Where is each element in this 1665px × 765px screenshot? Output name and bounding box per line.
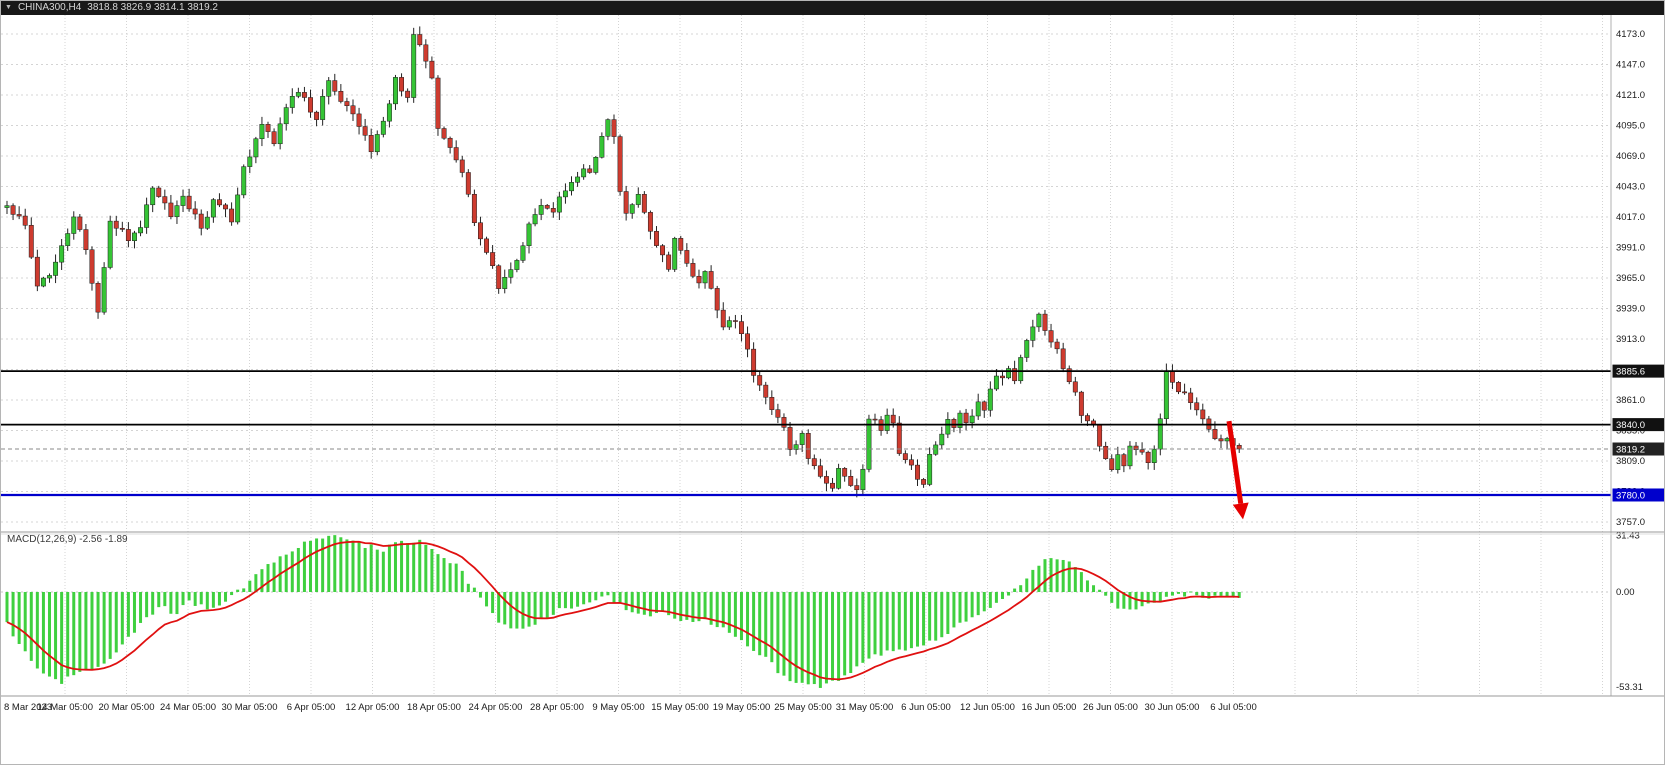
svg-text:4043.0: 4043.0: [1616, 181, 1645, 192]
svg-text:24 Apr 05:00: 24 Apr 05:00: [469, 702, 523, 713]
svg-text:9 May 05:00: 9 May 05:00: [592, 702, 644, 713]
ohlc-quote: 3818.8 3826.9 3814.1 3819.2: [87, 2, 218, 13]
svg-text:24 Mar 05:00: 24 Mar 05:00: [160, 702, 216, 713]
svg-text:3861.0: 3861.0: [1616, 395, 1645, 406]
svg-text:4017.0: 4017.0: [1616, 212, 1645, 223]
svg-text:30 Mar 05:00: 30 Mar 05:00: [222, 702, 278, 713]
svg-text:6 Jul 05:00: 6 Jul 05:00: [1210, 702, 1256, 713]
chart-header: ▼ CHINA300,H4 3818.8 3826.9 3814.1 3819.…: [1, 1, 1664, 15]
svg-text:3965.0: 3965.0: [1616, 273, 1645, 284]
svg-text:12 Jun 05:00: 12 Jun 05:00: [960, 702, 1015, 713]
macd-signal-line: [6, 540, 1240, 681]
levels-layer: [1, 370, 1611, 497]
price-badges: 3885.6 3840.0 3819.2 3780.0: [1612, 364, 1664, 502]
svg-text:3913.0: 3913.0: [1616, 334, 1645, 345]
svg-text:28 Apr 05:00: 28 Apr 05:00: [530, 702, 584, 713]
grid-layer: [1, 15, 1611, 696]
svg-text:15 May 05:00: 15 May 05:00: [651, 702, 709, 713]
svg-text:3809.0: 3809.0: [1616, 456, 1645, 467]
candlestick-chart[interactable]: 4173.0 4147.0 4121.0 4095.0 4069.0 4043.0 4017…: [1, 15, 1665, 765]
svg-text:3840.0: 3840.0: [1616, 420, 1645, 431]
svg-text:16 Jun 05:00: 16 Jun 05:00: [1022, 702, 1077, 713]
macd-panel: 31.43 0.00 -53.31: [5, 531, 1643, 693]
price-badge-3819.2: [1612, 442, 1664, 456]
svg-text:4095.0: 4095.0: [1616, 120, 1645, 131]
svg-text:25 May 05:00: 25 May 05:00: [774, 702, 832, 713]
svg-text:4173.0: 4173.0: [1616, 29, 1645, 40]
svg-text:3939.0: 3939.0: [1616, 303, 1645, 314]
svg-text:31 May 05:00: 31 May 05:00: [836, 702, 894, 713]
svg-text:6 Jun 05:00: 6 Jun 05:00: [901, 702, 951, 713]
symbol-timeframe-label: CHINA300,H4: [17, 2, 82, 13]
svg-text:4069.0: 4069.0: [1616, 151, 1645, 162]
svg-text:6 Apr 05:00: 6 Apr 05:00: [287, 702, 336, 713]
down-arrow-annotation[interactable]: [1226, 420, 1249, 520]
price-badge-3885.6: [1612, 364, 1664, 378]
svg-text:3757.0: 3757.0: [1616, 517, 1645, 528]
svg-text:3819.2: 3819.2: [1616, 445, 1645, 456]
svg-text:3885.6: 3885.6: [1616, 367, 1645, 378]
svg-text:4147.0: 4147.0: [1616, 59, 1645, 70]
candles-layer: [4, 26, 1242, 498]
svg-text:19 May 05:00: 19 May 05:00: [713, 702, 771, 713]
macd-indicator-label: MACD(12,26,9) -2.56 -1.89: [7, 534, 128, 545]
svg-text:14 Mar 05:00: 14 Mar 05:00: [37, 702, 93, 713]
svg-text:12 Apr 05:00: 12 Apr 05:00: [346, 702, 400, 713]
price-badge-3780.0: [1612, 488, 1664, 502]
symbol-dropdown-icon[interactable]: ▼: [5, 4, 12, 11]
svg-text:26 Jun 05:00: 26 Jun 05:00: [1083, 702, 1138, 713]
svg-text:20 Mar 05:00: 20 Mar 05:00: [99, 702, 155, 713]
svg-text:-53.31: -53.31: [1616, 682, 1643, 693]
svg-text:31.43: 31.43: [1616, 531, 1640, 542]
svg-text:3991.0: 3991.0: [1616, 242, 1645, 253]
svg-text:8 Mar 2023: 8 Mar 2023: [4, 702, 52, 713]
svg-text:3780.0: 3780.0: [1616, 490, 1645, 501]
svg-text:18 Apr 05:00: 18 Apr 05:00: [407, 702, 461, 713]
svg-text:30 Jun 05:00: 30 Jun 05:00: [1145, 702, 1200, 713]
svg-text:0.00: 0.00: [1616, 587, 1635, 598]
svg-text:4121.0: 4121.0: [1616, 90, 1645, 101]
price-badge-3840.0: [1612, 418, 1664, 432]
